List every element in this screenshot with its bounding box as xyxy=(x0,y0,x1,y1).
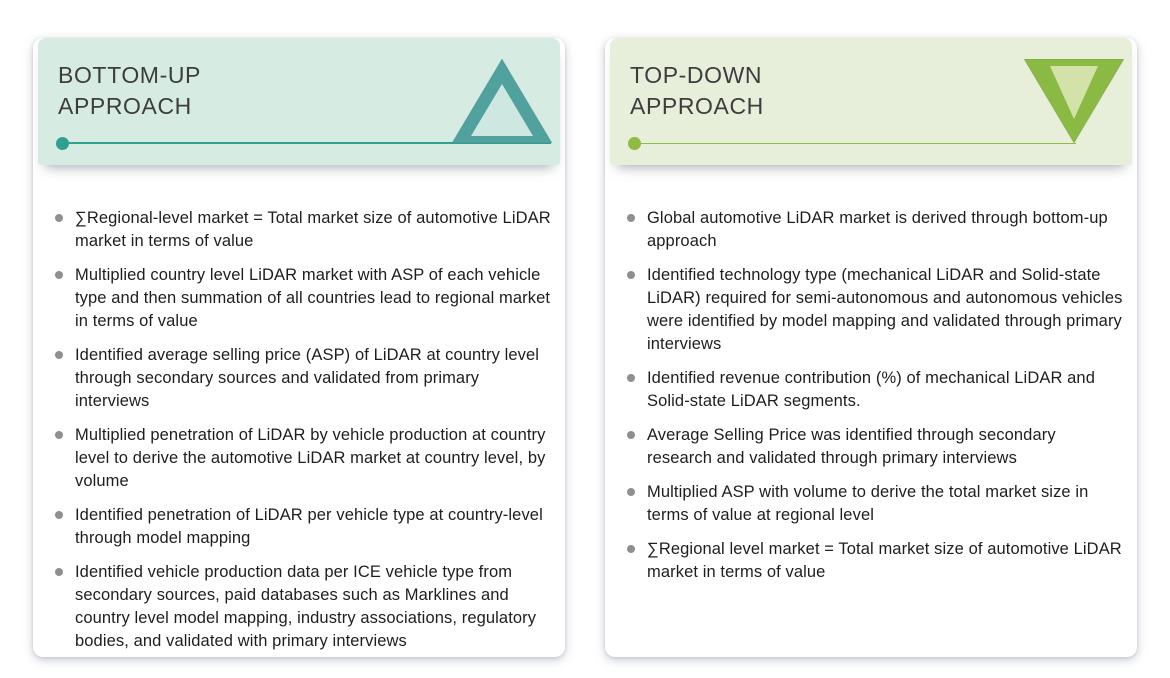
bullet-text: Multiplied country level LiDAR market wi… xyxy=(75,266,551,330)
top-down-card: TOP-DOWN APPROACH Global automotive LiDA… xyxy=(605,38,1137,657)
bullet-text: ∑Regional-level market = Total market si… xyxy=(75,209,551,250)
bullet-dot-icon xyxy=(627,431,635,439)
bullet-dot-icon xyxy=(55,511,63,519)
bottom-up-header: BOTTOM-UP APPROACH xyxy=(38,38,560,165)
list-item: Identified penetration of LiDAR per vehi… xyxy=(55,504,551,550)
list-item: Identified revenue contribution (%) of m… xyxy=(627,367,1123,413)
bullet-dot-icon xyxy=(627,374,635,382)
bottom-up-bullet-list: ∑Regional-level market = Total market si… xyxy=(33,170,565,678)
bullet-text: Identified penetration of LiDAR per vehi… xyxy=(75,506,543,547)
bullet-dot-icon xyxy=(627,545,635,553)
bullet-dot-icon xyxy=(55,431,63,439)
top-down-bullet-list: Global automotive LiDAR market is derive… xyxy=(605,170,1137,609)
bullet-dot-icon xyxy=(627,488,635,496)
bottom-up-card: BOTTOM-UP APPROACH ∑Regional-level marke… xyxy=(33,38,565,657)
bottom-up-panel: BOTTOM-UP APPROACH ∑Regional-level marke… xyxy=(33,33,565,657)
list-item: Global automotive LiDAR market is derive… xyxy=(627,207,1123,253)
bullet-dot-icon xyxy=(627,271,635,279)
list-item: Multiplied penetration of LiDAR by vehic… xyxy=(55,424,551,493)
bullet-text: Identified revenue contribution (%) of m… xyxy=(647,369,1095,410)
top-down-title: TOP-DOWN APPROACH xyxy=(630,60,764,122)
top-down-panel: TOP-DOWN APPROACH Global automotive LiDA… xyxy=(605,33,1137,657)
bullet-text: Global automotive LiDAR market is derive… xyxy=(647,209,1108,250)
bullet-text: Identified technology type (mechanical L… xyxy=(647,266,1123,353)
list-item: Average Selling Price was identified thr… xyxy=(627,424,1123,470)
list-item: Identified average selling price (ASP) o… xyxy=(55,344,551,413)
title-line-1: TOP-DOWN xyxy=(630,62,763,88)
title-line-1: BOTTOM-UP xyxy=(58,62,201,88)
title-line-2: APPROACH xyxy=(58,93,192,119)
title-line-2: APPROACH xyxy=(630,93,764,119)
list-item: Identified technology type (mechanical L… xyxy=(627,264,1123,356)
bullet-text: Multiplied ASP with volume to derive the… xyxy=(647,483,1089,524)
top-down-header: TOP-DOWN APPROACH xyxy=(610,38,1132,165)
bullet-text: Average Selling Price was identified thr… xyxy=(647,426,1056,467)
list-item: Identified vehicle production data per I… xyxy=(55,561,551,653)
accent-line xyxy=(634,142,1076,144)
bullet-text: Identified average selling price (ASP) o… xyxy=(75,346,540,410)
bullet-dot-icon xyxy=(55,214,63,222)
list-item: ∑Regional-level market = Total market si… xyxy=(55,207,551,253)
bullet-dot-icon xyxy=(55,351,63,359)
down-triangle-icon xyxy=(1024,59,1124,143)
bullet-dot-icon xyxy=(55,568,63,576)
bottom-up-title: BOTTOM-UP APPROACH xyxy=(58,60,201,122)
list-item: ∑Regional level market = Total market si… xyxy=(627,538,1123,584)
list-item: Multiplied ASP with volume to derive the… xyxy=(627,481,1123,527)
bullet-dot-icon xyxy=(55,271,63,279)
list-item: Multiplied country level LiDAR market wi… xyxy=(55,264,551,333)
up-triangle-icon xyxy=(452,59,552,143)
bullet-text: Identified vehicle production data per I… xyxy=(75,563,537,650)
bullet-dot-icon xyxy=(627,214,635,222)
bullet-text: ∑Regional level market = Total market si… xyxy=(647,540,1122,581)
bullet-text: Multiplied penetration of LiDAR by vehic… xyxy=(75,426,546,490)
accent-line xyxy=(62,142,551,144)
